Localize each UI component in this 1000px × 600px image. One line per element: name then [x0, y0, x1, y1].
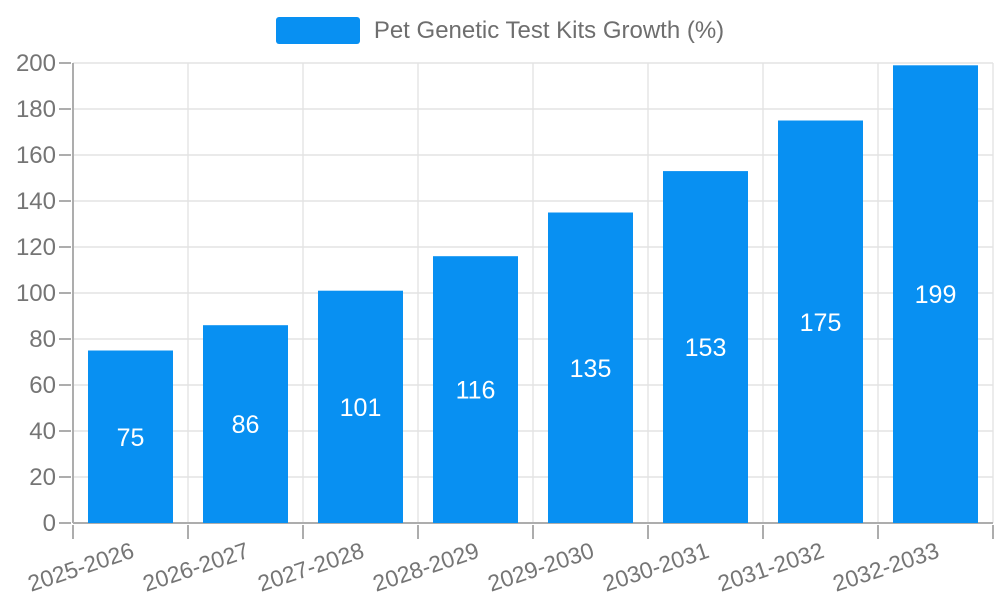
bar-value-label: 116: [456, 377, 496, 405]
bar: [778, 120, 863, 523]
legend[interactable]: Pet Genetic Test Kits Growth (%): [0, 17, 1000, 44]
y-tick-label: 20: [29, 464, 56, 491]
bar: [663, 171, 748, 523]
bar-value-label: 199: [915, 281, 957, 309]
bar-value-label: 101: [340, 394, 382, 422]
bar-value-label: 75: [117, 424, 145, 452]
x-tick-label: 2032-2033: [830, 537, 943, 597]
x-tick-label: 2029-2030: [485, 537, 598, 597]
y-tick-label: 200: [16, 50, 56, 77]
legend-swatch-icon: [275, 17, 360, 44]
bar: [203, 325, 288, 523]
x-tick-label: 2027-2028: [255, 537, 368, 597]
x-tick-label: 2028-2029: [370, 537, 483, 597]
bar-value-label: 135: [570, 355, 612, 383]
y-tick-label: 100: [16, 280, 56, 307]
x-tick-label: 2025-2026: [25, 537, 138, 597]
y-tick-label: 40: [29, 418, 56, 445]
bar: [893, 65, 978, 524]
bar: [318, 290, 403, 523]
bar: [88, 350, 173, 523]
bar: [548, 212, 633, 523]
y-tick-label: 0: [43, 510, 56, 537]
y-tick-label: 120: [16, 234, 56, 261]
bar: [433, 256, 518, 523]
bar-value-label: 153: [685, 334, 727, 362]
x-tick-label: 2031-2032: [715, 537, 828, 597]
y-tick-label: 180: [16, 96, 56, 123]
legend-label: Pet Genetic Test Kits Growth (%): [373, 17, 725, 44]
x-tick-label: 2026-2027: [140, 537, 253, 597]
x-tick-label: 2030-2031: [600, 537, 713, 597]
y-tick-label: 60: [29, 372, 56, 399]
bar-value-label: 86: [232, 411, 260, 439]
y-tick-label: 80: [29, 326, 56, 353]
y-tick-label: 160: [16, 142, 56, 169]
y-tick-label: 140: [16, 188, 56, 215]
bar-value-label: 175: [800, 309, 842, 337]
